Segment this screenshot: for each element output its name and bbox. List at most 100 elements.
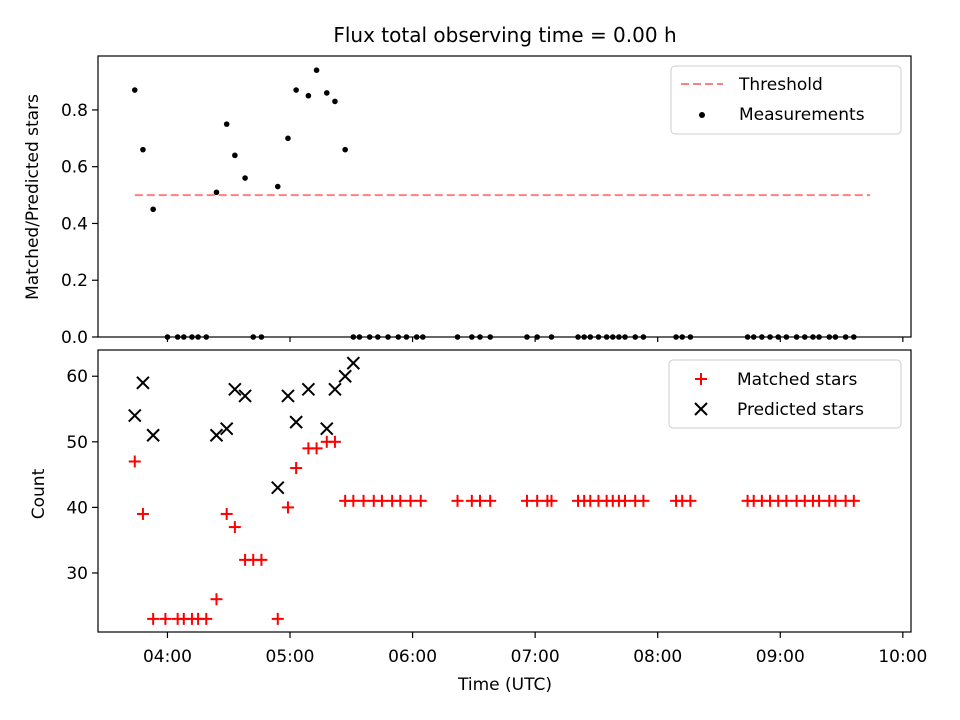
measurement-point	[232, 152, 238, 159]
measurement-point	[595, 334, 602, 340]
matched-star-point	[684, 494, 697, 507]
measurement-point	[524, 334, 530, 340]
predicted-stars-series	[128, 356, 361, 495]
measurement-point	[687, 334, 694, 340]
measurement-point	[575, 334, 581, 340]
x-axis-label: Time (UTC)	[457, 675, 552, 695]
bottom-y-tick-label: 60	[66, 367, 88, 387]
predicted-star-point	[228, 382, 242, 397]
measurement-point	[323, 90, 330, 96]
bottom-y-tick-label: 40	[66, 498, 88, 518]
measurement-point	[534, 334, 540, 340]
measurement-point	[548, 334, 555, 340]
matched-star-point	[159, 612, 172, 625]
bottom-x-axis: 04:00 05:00 06:00 07:00 08:00 09:00 10:00	[143, 632, 927, 667]
measurement-point	[783, 334, 790, 340]
measurements-series	[131, 67, 857, 340]
measurement-point	[616, 334, 622, 340]
top-y-tick-label: 0.0	[61, 328, 88, 348]
measurement-point	[842, 334, 849, 340]
measurement-point	[180, 334, 187, 340]
matched-star-point	[328, 435, 341, 448]
measurement-point	[775, 334, 782, 340]
predicted-star-point	[328, 382, 342, 397]
matched-star-point	[451, 494, 464, 507]
top-y-tick-label: 0.2	[61, 271, 88, 291]
measurement-point	[242, 175, 248, 181]
bottom-x-tick-label: 06:00	[388, 647, 437, 667]
matched-star-point	[813, 494, 826, 507]
matched-star-point	[220, 507, 233, 520]
legend-matched-label: Matched stars	[737, 370, 857, 390]
top-legend-box	[670, 65, 902, 135]
measurement-point	[189, 334, 195, 340]
measurement-point	[174, 334, 181, 340]
predicted-star-point	[136, 376, 150, 390]
measurement-point	[603, 334, 610, 340]
bottom-y-tick-label: 50	[66, 433, 88, 453]
matched-star-point	[255, 553, 268, 566]
bottom-x-tick-label: 04:00	[143, 647, 192, 667]
matched-star-point	[829, 494, 842, 507]
top-y-tick-label: 0.6	[61, 158, 88, 178]
measurement-point	[851, 334, 857, 340]
bottom-legend-box	[668, 359, 902, 429]
matched-star-point	[484, 494, 497, 507]
bottom-x-tick-label: 07:00	[511, 647, 560, 667]
measurement-point	[609, 334, 616, 340]
measurement-point	[285, 135, 291, 142]
matched-star-point	[290, 462, 303, 475]
predicted-star-point	[209, 428, 224, 442]
predicted-star-point	[271, 481, 285, 495]
measurement-point	[454, 334, 461, 340]
measurement-point	[305, 92, 312, 99]
measurement-point	[164, 334, 171, 340]
measurement-point	[469, 334, 475, 340]
predicted-star-point	[289, 415, 303, 429]
measurement-point	[258, 334, 265, 340]
matched-star-point	[414, 494, 427, 507]
predicted-star-point	[146, 428, 160, 442]
top-panel: 0.00.20.40.60.8 Matched/Predicted stars …	[23, 55, 912, 348]
measurement-point	[356, 334, 363, 340]
predicted-star-point	[346, 356, 361, 370]
matched-star-point	[281, 501, 294, 514]
measurement-point	[366, 334, 373, 340]
measurement-point	[203, 334, 210, 340]
measurement-point	[759, 334, 765, 340]
measurement-point	[767, 334, 773, 340]
matched-star-point	[375, 494, 388, 507]
predicted-star-point	[128, 408, 142, 423]
measurement-point	[150, 206, 156, 213]
measurement-point	[793, 334, 800, 340]
measurement-point	[250, 334, 257, 340]
measurement-point	[385, 334, 391, 340]
legend-measurements-label: Measurements	[739, 105, 865, 125]
measurement-point	[832, 334, 839, 340]
matched-stars-series	[128, 435, 860, 625]
top-legend: Threshold Measurements	[670, 65, 902, 135]
measurement-point	[413, 334, 420, 340]
top-y-tick-label: 0.8	[61, 101, 88, 121]
matched-star-point	[128, 455, 141, 468]
chart-title: Flux total observing time = 0.00 h	[333, 23, 676, 47]
matched-star-point	[200, 612, 213, 625]
measurement-point	[419, 334, 426, 340]
bottom-x-tick-label: 05:00	[266, 647, 315, 667]
measurement-point	[403, 334, 410, 340]
legend-predicted-label: Predicted stars	[737, 400, 864, 420]
measurement-point	[477, 334, 483, 340]
matched-star-point	[357, 494, 370, 507]
measurement-point	[640, 334, 647, 340]
predicted-star-point	[320, 421, 334, 436]
measurement-point	[195, 334, 201, 340]
measurement-point	[350, 334, 357, 340]
matched-star-point	[210, 593, 223, 606]
measurement-point	[581, 334, 587, 340]
measurement-point	[801, 334, 808, 340]
predicted-star-point	[219, 421, 234, 436]
measurement-point	[632, 334, 639, 340]
bottom-x-tick-label: 09:00	[756, 647, 805, 667]
measurement-point	[213, 189, 220, 196]
